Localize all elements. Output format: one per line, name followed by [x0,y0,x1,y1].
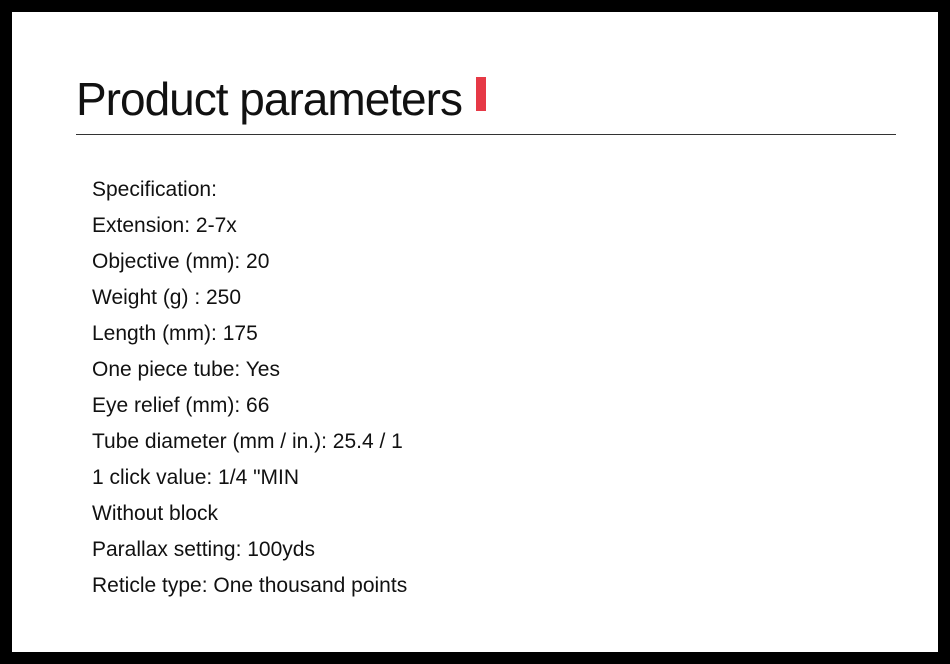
spec-list: Specification: Extension: 2-7x Objective… [92,172,407,604]
spec-line: Extension: 2-7x [92,208,407,244]
spec-line: Eye relief (mm): 66 [92,388,407,424]
spec-line: One piece tube: Yes [92,352,407,388]
heading-block: Product parameters [76,72,896,135]
spec-line: Specification: [92,172,407,208]
heading-rule [76,134,896,135]
spec-line: Parallax setting: 100yds [92,532,407,568]
accent-bar-icon [476,77,486,111]
spec-line: Without block [92,496,407,532]
content-panel: Product parameters Specification: Extens… [12,12,938,652]
spec-line: Weight (g) : 250 [92,280,407,316]
spec-line: 1 click value: 1/4 "MIN [92,460,407,496]
page-title: Product parameters [76,72,462,126]
spec-line: Tube diameter (mm / in.): 25.4 / 1 [92,424,407,460]
spec-line: Length (mm): 175 [92,316,407,352]
spec-line: Reticle type: One thousand points [92,568,407,604]
spec-line: Objective (mm): 20 [92,244,407,280]
